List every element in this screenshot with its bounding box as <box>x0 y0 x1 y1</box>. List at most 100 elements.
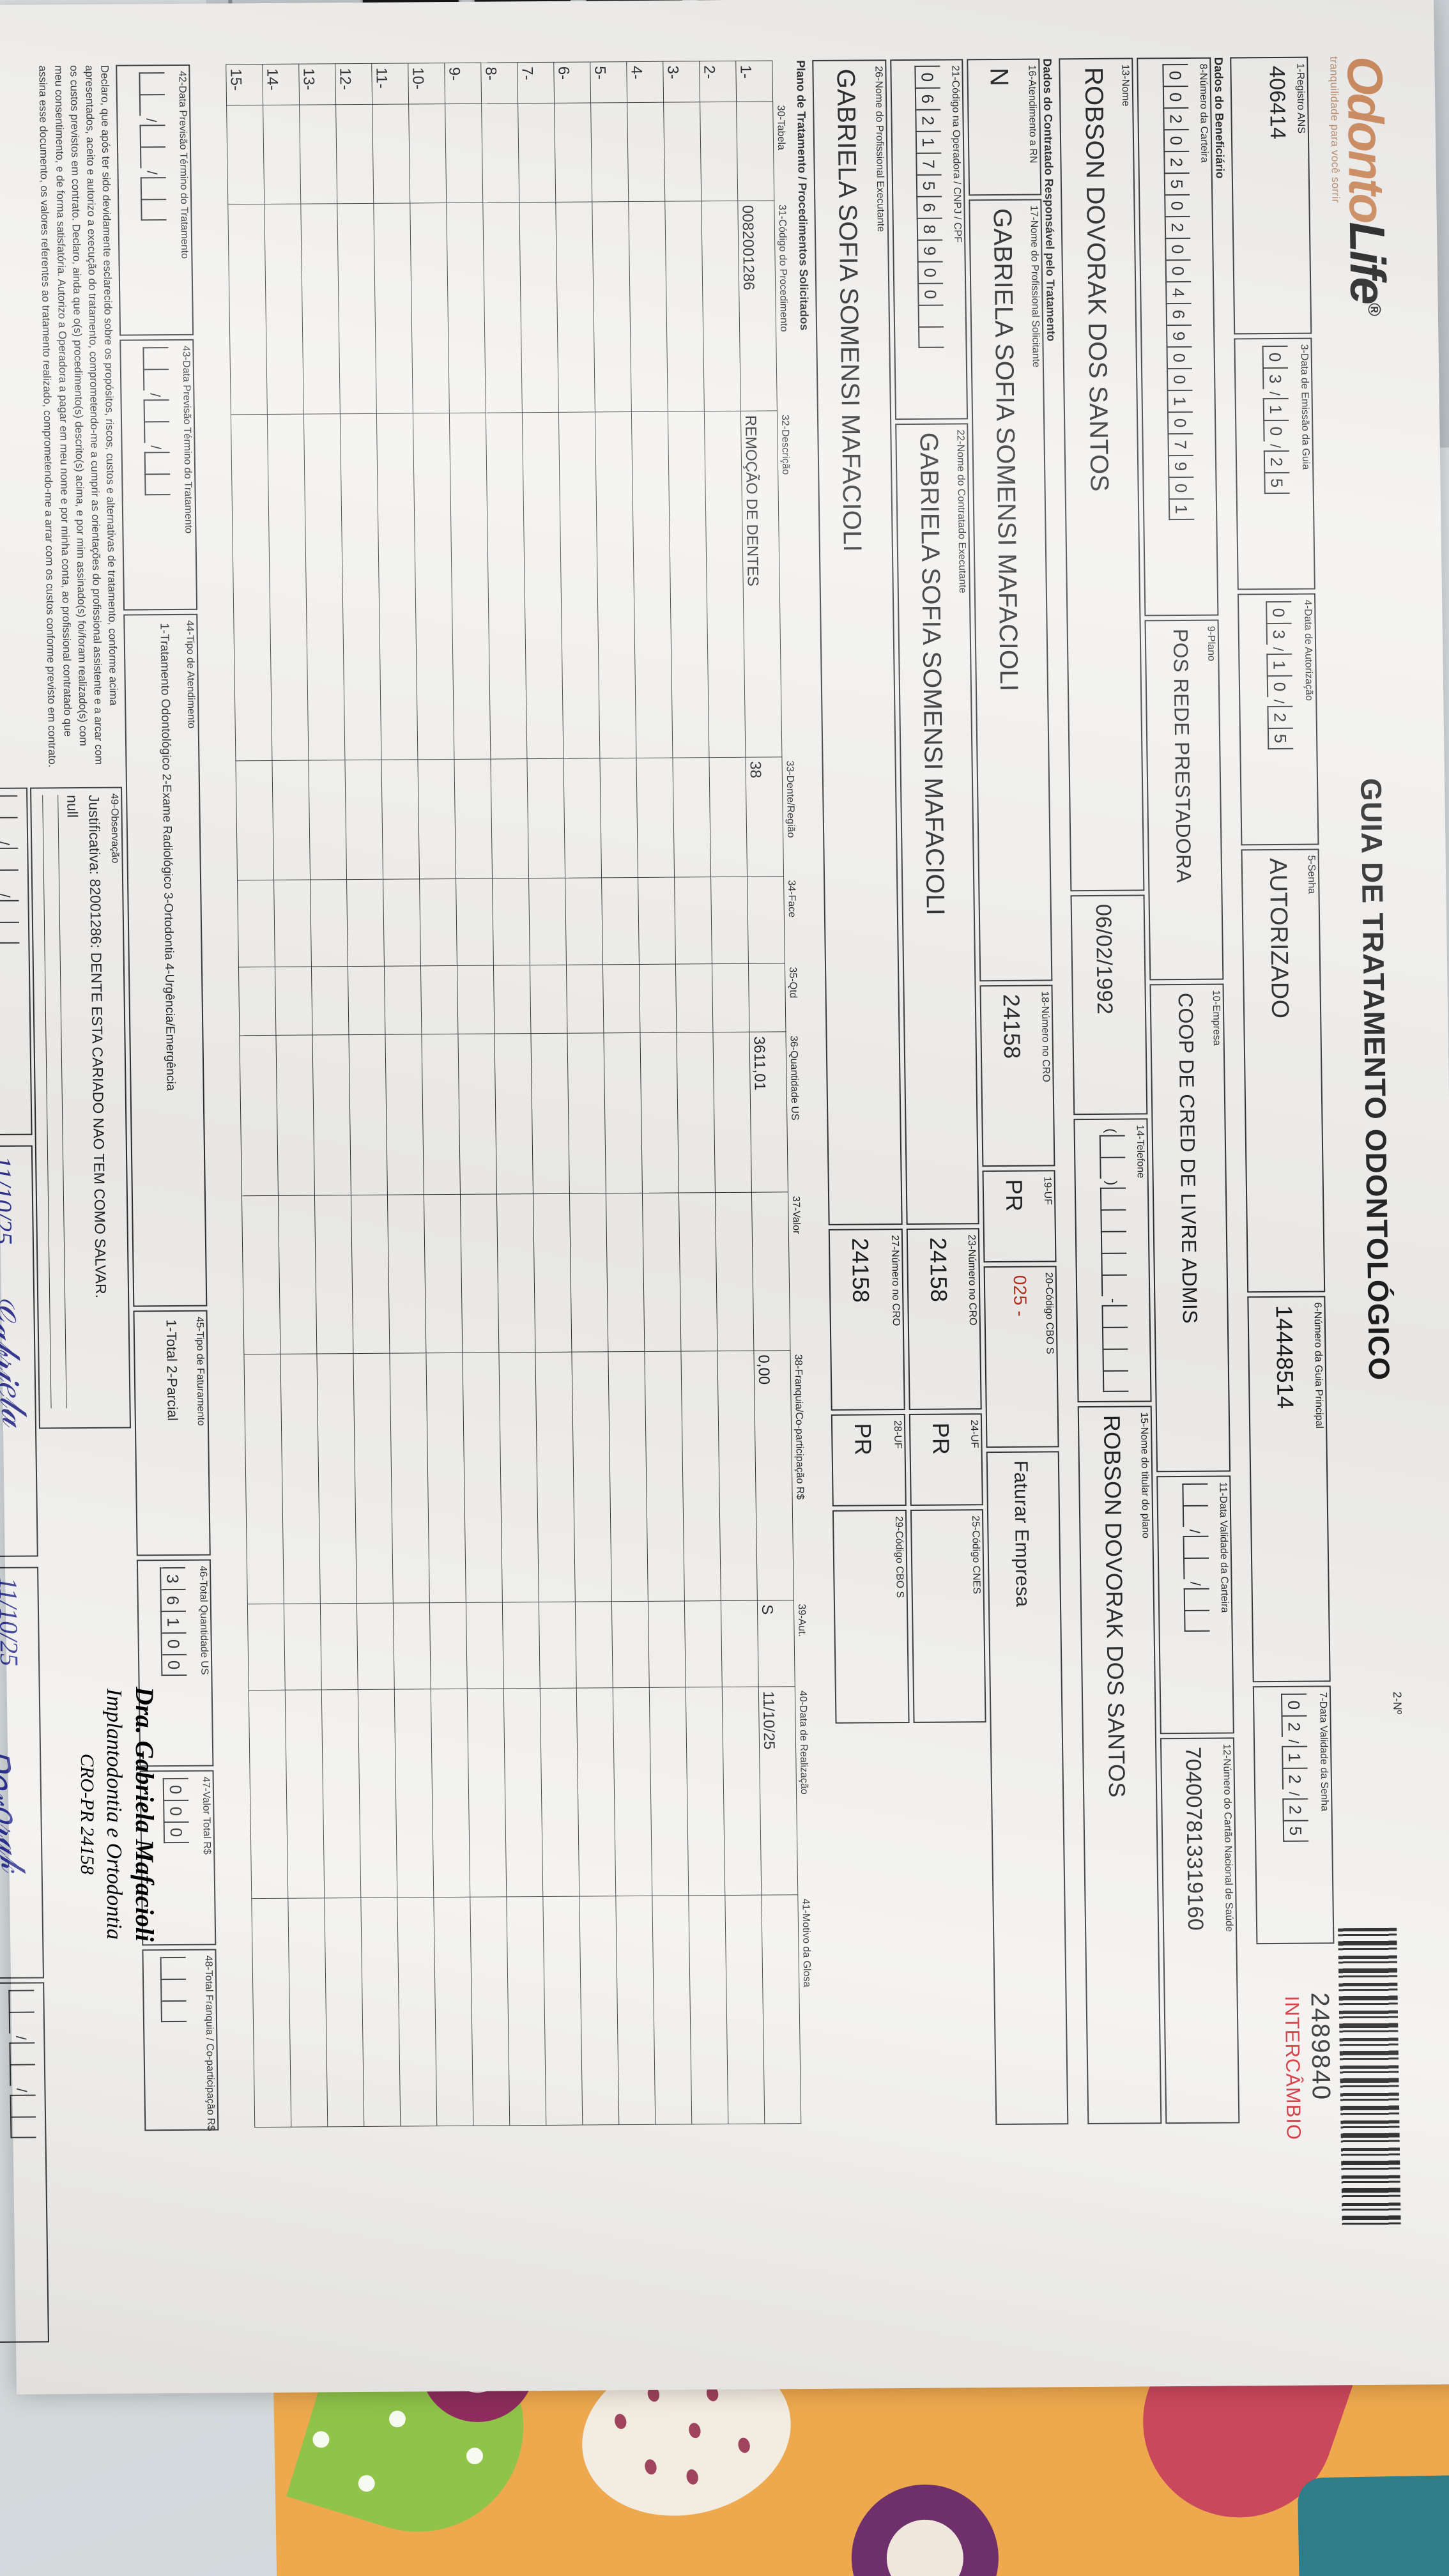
field-29-codigo-cbo: 29-Código CBO S <box>832 1510 910 1724</box>
col-header-dente: 33-Dente/Região <box>784 760 797 838</box>
field-23-numero-cro: 23-Número no CRO 24158 <box>906 1228 982 1410</box>
cell-franquia <box>680 1351 721 1601</box>
cell-data: 11/10/25 <box>758 1687 798 1896</box>
cell-codigo <box>337 203 377 414</box>
field-50-assinatura-cirurgiao-solidariamente[interactable]: 50-Data, local e Assinatura do Cirurgião… <box>0 787 33 1136</box>
cell-valor <box>715 1192 754 1351</box>
field-3-label: 3-Data de Emissão da Guia <box>1298 344 1312 470</box>
cell-descricao <box>413 413 454 760</box>
cell-data <box>722 1687 762 1896</box>
cell-valor <box>278 1195 317 1354</box>
cell-dente: 38 <box>745 756 784 877</box>
cell-aut <box>721 1600 759 1687</box>
field-12-value: 704007813319160 <box>1181 1746 1208 1931</box>
cell-franquia <box>535 1352 576 1602</box>
field-6-label: 6-Número da Guia Principal <box>1312 1302 1325 1429</box>
cell-glosa <box>615 1896 656 2125</box>
cell-qtdus <box>457 1034 497 1195</box>
cell-tabela <box>335 104 374 204</box>
field-49-line1: Justificativa: 82001286: DENTE ESTA CARI… <box>86 794 110 1299</box>
cell-face <box>456 878 494 966</box>
field-7-digits: 0 2/1 2/2 5 <box>1280 1693 1309 1842</box>
cell-qtd <box>457 965 494 1034</box>
cell-descricao: REMOÇÃO DE DENTES <box>740 411 782 757</box>
field-44-label: 44-Tipo de Atendimento <box>184 620 197 729</box>
field-23-label: 23-Número no CRO <box>965 1234 978 1326</box>
field-18-value: 24158 <box>998 993 1026 1059</box>
field-20-label: 20-Código CBO S <box>1043 1272 1055 1354</box>
cell-franquia <box>353 1353 394 1604</box>
status-badge-intercambio: INTERCÂMBIO <box>1280 1995 1305 2141</box>
field-10-empresa: 10-Empresa COOP DE CRED DE LIVRE ADMIS <box>1149 983 1231 1473</box>
cell-codigo <box>482 202 523 413</box>
cell-qtd <box>275 966 312 1036</box>
cell-n: 9- <box>444 63 482 104</box>
cell-data <box>649 1687 689 1896</box>
field-10-label: 10-Empresa <box>1210 990 1222 1046</box>
cell-codigo <box>446 203 486 413</box>
dentist-stamp-name: Dra. Gabriela Mafacioli <box>130 1687 159 1942</box>
cell-descricao <box>486 412 527 759</box>
cell-valor <box>424 1194 463 1353</box>
cell-descricao <box>631 411 673 758</box>
field-4-digits: 0 3/1 0/2 5 <box>1266 601 1294 750</box>
cell-descricao <box>376 413 418 760</box>
cell-codigo <box>410 203 450 413</box>
field-18-numero-cro: 18-Número no CRO 24158 <box>979 985 1055 1167</box>
cell-aut <box>575 1601 613 1689</box>
field-53-carimbo-empresa[interactable]: 53-Data, local e Carimbo da Empresa // <box>0 1982 49 2343</box>
field-5-senha: 5-Senha AUTORIZADO <box>1241 848 1326 1293</box>
cell-aut: S <box>757 1600 795 1687</box>
field-5-label: 5-Senha <box>1305 855 1317 894</box>
cell-valor <box>241 1195 280 1354</box>
cell-franquia <box>498 1352 539 1602</box>
cell-n: 8- <box>480 62 518 103</box>
field-52-assinatura-beneficiario[interactable]: 52-Data, local e Assinatura do Beneficiá… <box>0 1567 45 1979</box>
cell-qtd <box>238 967 276 1036</box>
cell-glosa <box>506 1896 546 2126</box>
cell-qtd <box>748 963 786 1032</box>
cell-dente <box>417 759 456 879</box>
field-24-label: 24-UF <box>968 1420 980 1448</box>
col-header-tabela: 30-Tabela <box>775 105 787 150</box>
cell-descricao <box>522 412 564 759</box>
cell-dente <box>526 758 565 878</box>
cell-data <box>686 1687 725 1896</box>
cell-glosa <box>397 1897 437 2127</box>
cell-tabela <box>554 102 592 203</box>
field-14-digits: () - <box>1099 1126 1129 1392</box>
cell-glosa <box>761 1894 801 2124</box>
field-51-assinatura-cirurgiao[interactable]: 51-Data, local e Assinatura do Cirurgião… <box>0 1145 38 1558</box>
field-25-codigo-cnes: 25-Código CNES <box>910 1509 986 1723</box>
field-42-data-inicio-tratamento: 42-Data Previsão Término do Tratamento /… <box>116 64 194 336</box>
cell-data <box>467 1689 507 1897</box>
field-14-telefone: 14-Telefone () - <box>1073 1118 1152 1403</box>
cell-face <box>492 878 530 965</box>
field-25-label: 25-Código CNES <box>970 1515 982 1595</box>
field-48-digits <box>160 1956 187 2023</box>
field-42-digits: / / <box>139 72 167 221</box>
cell-franquia <box>644 1351 685 1602</box>
field-1-label: 1-Registro ANS <box>1294 63 1307 134</box>
cell-dente <box>235 760 274 880</box>
cell-valor <box>460 1194 499 1353</box>
cell-descricao <box>449 413 491 760</box>
field-16-label: 16-Atendimento a RN <box>1026 65 1039 164</box>
cell-qtdus <box>275 1035 315 1196</box>
cell-glosa <box>688 1895 728 2124</box>
cell-tabela <box>736 101 774 201</box>
cell-franquia <box>389 1353 430 1603</box>
col-header-qtd: 35-Qtd <box>787 967 799 999</box>
cell-qtd <box>712 963 749 1032</box>
field-4-data-autorizacao: 4-Data de Autorização 0 3/1 0/2 5 <box>1237 593 1319 846</box>
cell-franquia <box>425 1353 466 1603</box>
cell-aut <box>539 1601 577 1689</box>
cell-qtd <box>348 965 385 1035</box>
field-15-nome-titular: 15-Nome do titular do plano ROBSON DOVOR… <box>1077 1406 1162 2125</box>
logo-word-life: Life <box>1338 221 1397 303</box>
field-11-label: 11-Data Validade da Carteira <box>1217 1482 1230 1613</box>
cell-n: 13- <box>298 63 336 105</box>
